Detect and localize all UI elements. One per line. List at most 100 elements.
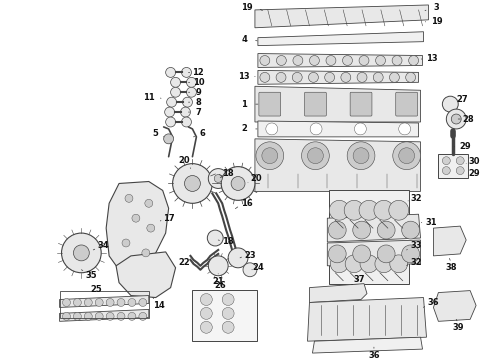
Circle shape <box>132 214 140 222</box>
FancyBboxPatch shape <box>439 154 468 177</box>
Circle shape <box>353 221 370 239</box>
Circle shape <box>122 239 130 247</box>
Text: 24: 24 <box>252 263 264 272</box>
Circle shape <box>128 312 136 320</box>
Circle shape <box>276 55 286 66</box>
Circle shape <box>63 312 71 320</box>
Polygon shape <box>255 5 428 28</box>
Circle shape <box>74 312 81 320</box>
Polygon shape <box>258 32 423 46</box>
Circle shape <box>260 55 270 66</box>
Circle shape <box>442 157 450 165</box>
Circle shape <box>125 194 133 202</box>
Circle shape <box>185 176 200 192</box>
Text: 31: 31 <box>426 218 437 227</box>
Text: 12: 12 <box>193 68 204 77</box>
Polygon shape <box>313 337 422 353</box>
Circle shape <box>222 307 234 319</box>
Circle shape <box>359 200 379 220</box>
Circle shape <box>147 224 155 232</box>
Text: 32: 32 <box>411 258 422 267</box>
Text: 20: 20 <box>250 174 262 183</box>
Circle shape <box>390 72 399 82</box>
Polygon shape <box>60 296 149 307</box>
Circle shape <box>359 55 369 66</box>
Circle shape <box>446 109 466 129</box>
Circle shape <box>166 67 175 77</box>
Text: 36: 36 <box>368 351 380 360</box>
Circle shape <box>200 321 212 333</box>
Circle shape <box>309 72 318 82</box>
Text: 16: 16 <box>241 199 253 208</box>
Circle shape <box>166 117 175 127</box>
Polygon shape <box>327 240 420 266</box>
Circle shape <box>139 298 147 306</box>
Polygon shape <box>258 54 422 67</box>
Text: 17: 17 <box>163 214 174 223</box>
Circle shape <box>139 312 147 320</box>
Circle shape <box>341 72 351 82</box>
Circle shape <box>328 221 346 239</box>
Circle shape <box>456 157 464 165</box>
FancyBboxPatch shape <box>350 92 372 116</box>
Text: 13: 13 <box>426 54 437 63</box>
Text: 6: 6 <box>199 129 205 138</box>
Polygon shape <box>255 86 420 122</box>
Circle shape <box>200 293 212 306</box>
FancyBboxPatch shape <box>193 289 257 341</box>
Text: 33: 33 <box>411 242 422 251</box>
Text: 20: 20 <box>179 156 190 165</box>
Text: 34: 34 <box>98 242 109 251</box>
Text: 9: 9 <box>196 88 201 97</box>
Circle shape <box>389 200 409 220</box>
Circle shape <box>330 255 348 273</box>
Circle shape <box>377 221 395 239</box>
Circle shape <box>375 255 393 273</box>
Text: 10: 10 <box>193 78 204 87</box>
Circle shape <box>406 72 416 82</box>
Circle shape <box>353 245 370 263</box>
Text: 32: 32 <box>411 194 422 203</box>
Text: 3: 3 <box>434 4 440 13</box>
Circle shape <box>171 77 180 87</box>
Circle shape <box>74 298 81 306</box>
FancyBboxPatch shape <box>396 92 417 116</box>
Circle shape <box>262 148 278 164</box>
Text: 1: 1 <box>241 100 247 109</box>
Circle shape <box>182 97 193 107</box>
Circle shape <box>402 221 419 239</box>
Text: 35: 35 <box>85 271 97 280</box>
Text: 2: 2 <box>241 125 247 134</box>
Text: 29: 29 <box>459 142 471 151</box>
Text: 18: 18 <box>222 237 234 246</box>
Circle shape <box>442 167 450 175</box>
Polygon shape <box>310 284 367 302</box>
Circle shape <box>214 175 222 183</box>
Circle shape <box>95 312 103 320</box>
Polygon shape <box>308 297 426 341</box>
Circle shape <box>373 72 383 82</box>
Text: 25: 25 <box>90 285 102 294</box>
Circle shape <box>399 123 411 135</box>
Circle shape <box>308 148 323 164</box>
Circle shape <box>180 107 191 117</box>
Circle shape <box>353 148 369 164</box>
Circle shape <box>326 55 336 66</box>
Circle shape <box>74 245 89 261</box>
Circle shape <box>62 233 101 273</box>
Circle shape <box>117 298 125 306</box>
Text: 7: 7 <box>196 108 201 117</box>
Text: 18: 18 <box>222 169 234 178</box>
Circle shape <box>208 168 228 188</box>
Circle shape <box>360 255 378 273</box>
Circle shape <box>228 248 248 268</box>
Circle shape <box>399 148 415 164</box>
Circle shape <box>345 255 363 273</box>
Text: 37: 37 <box>353 275 365 284</box>
Circle shape <box>374 200 394 220</box>
Circle shape <box>181 117 192 127</box>
Text: 13: 13 <box>238 72 250 81</box>
Circle shape <box>222 321 234 333</box>
Text: 38: 38 <box>445 263 457 272</box>
Text: 29: 29 <box>468 169 480 178</box>
